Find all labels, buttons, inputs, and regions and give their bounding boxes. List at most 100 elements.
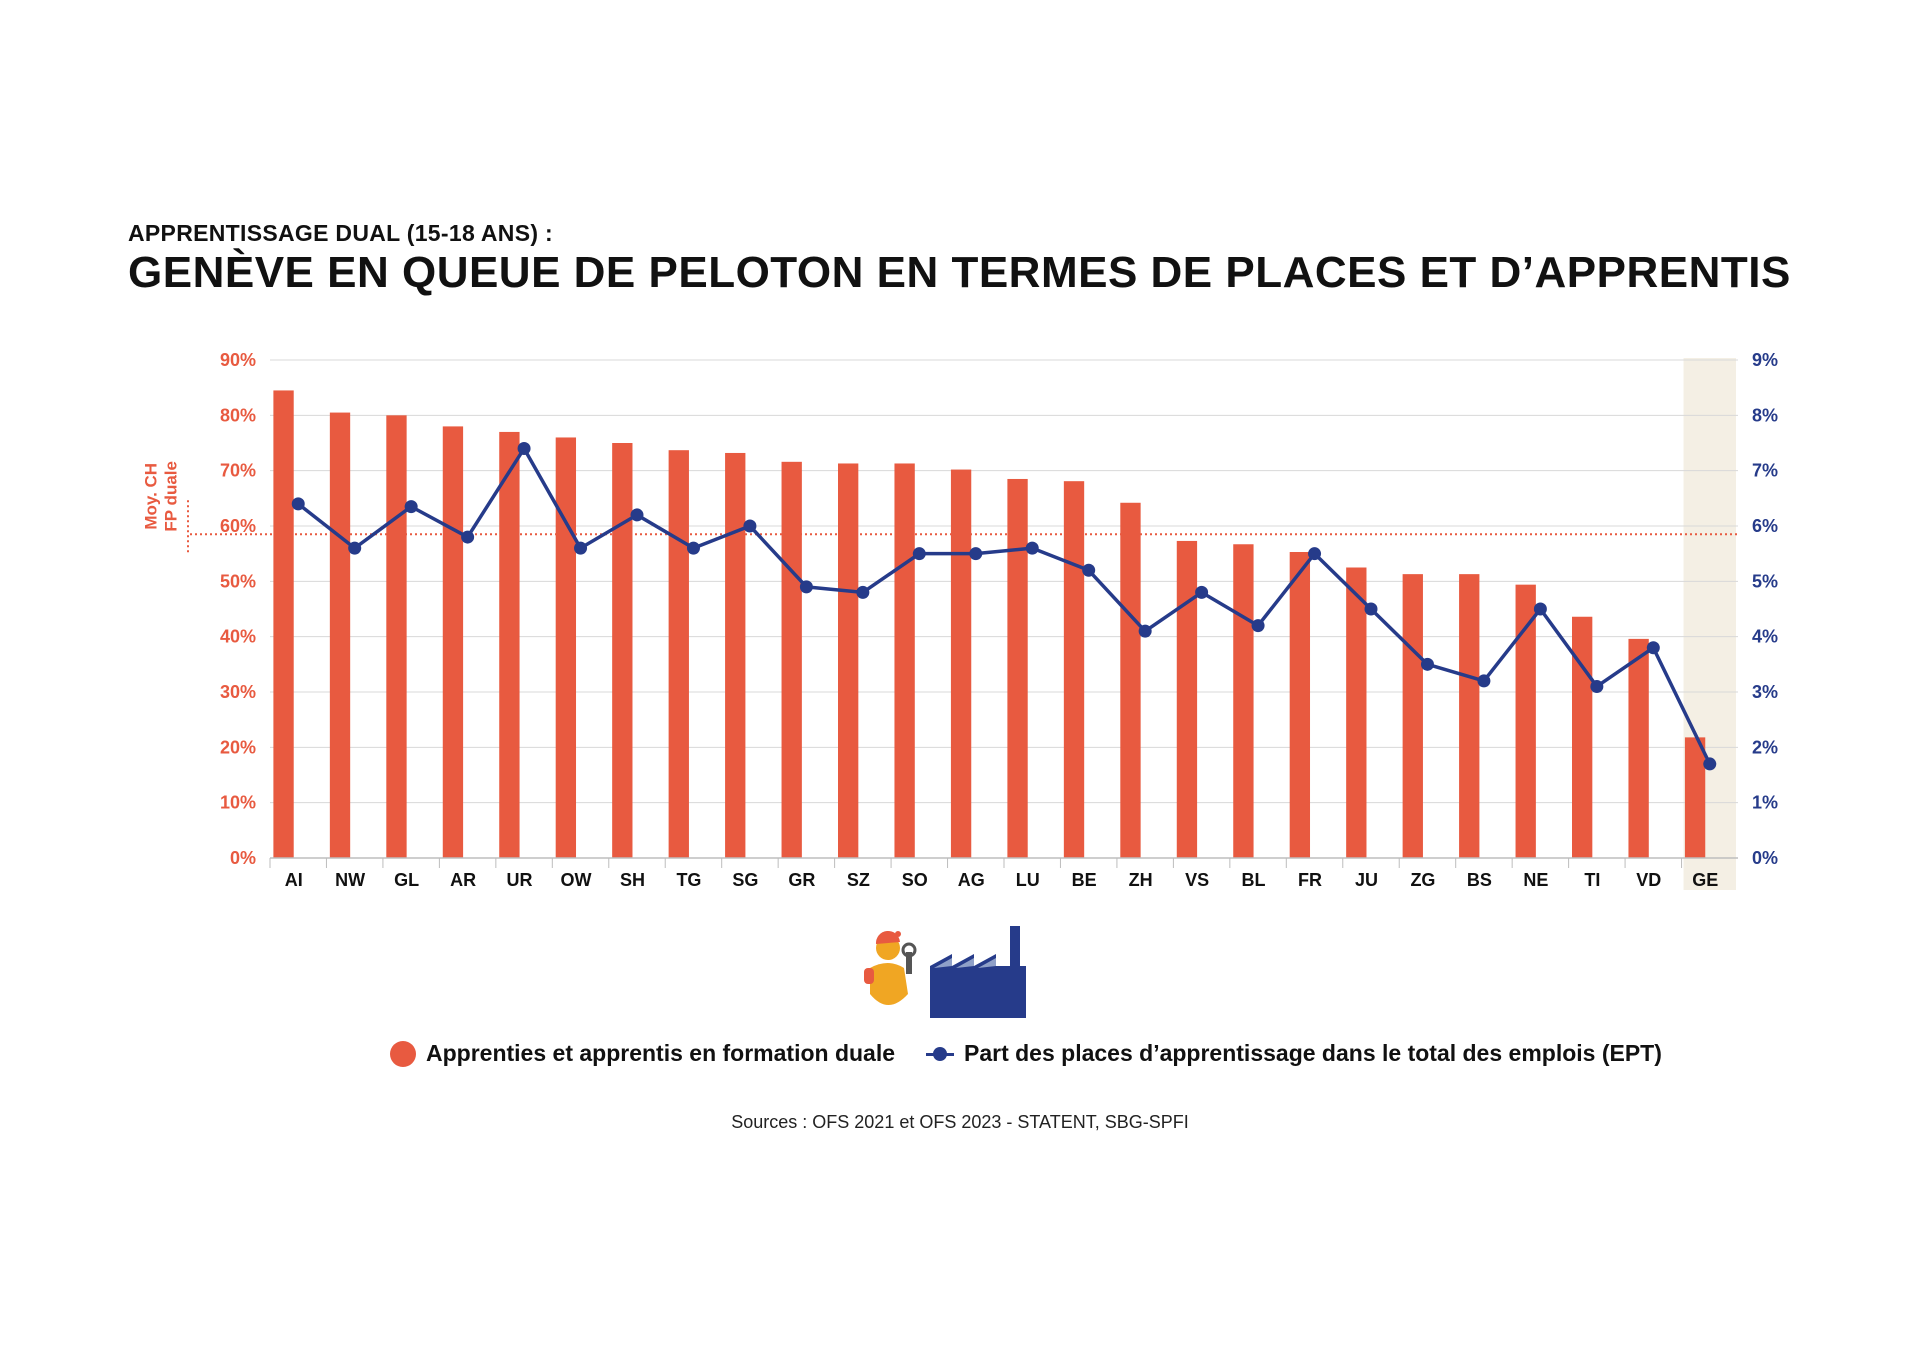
bar (781, 461, 802, 858)
line-point (969, 547, 983, 561)
chart-subtitle: APPRENTISSAGE DUAL (15-18 ANS) : (128, 220, 553, 246)
left-tick-label: 0% (230, 848, 256, 868)
legend-item-line: Part des places d’apprentissage dans le … (926, 1040, 1662, 1067)
left-tick-label: 80% (220, 405, 256, 425)
x-tick-label: BE (1072, 870, 1097, 890)
line-point (291, 497, 305, 511)
left-tick-label: 60% (220, 516, 256, 536)
right-tick-label: 8% (1752, 405, 1778, 425)
legend-line-swatch (926, 1041, 954, 1067)
left-tick-label: 50% (220, 571, 256, 591)
x-tick-label: LU (1016, 870, 1040, 890)
left-tick-label: 10% (220, 793, 256, 813)
bar (1120, 502, 1141, 858)
line-point (404, 500, 418, 514)
x-tick-label: AI (285, 870, 303, 890)
x-tick-label: BL (1242, 870, 1266, 890)
line-point (1195, 585, 1209, 599)
x-tick-label: TI (1584, 870, 1600, 890)
legend-line-label: Part des places d’apprentissage dans le … (964, 1040, 1662, 1066)
line-point (348, 541, 362, 555)
line-series (297, 446, 1712, 765)
x-tick-label: NW (335, 870, 365, 890)
line-point (1420, 657, 1434, 671)
x-tick-label: GR (788, 870, 815, 890)
bar (1628, 638, 1649, 858)
line-point (856, 585, 870, 599)
x-tick-label: NE (1523, 870, 1548, 890)
chart-title: GENÈVE EN QUEUE DE PELOTON EN TERMES DE … (128, 248, 1791, 297)
line-point (912, 547, 926, 561)
right-tick-label: 1% (1752, 793, 1778, 813)
bar (1459, 574, 1480, 858)
right-tick-label: 3% (1752, 682, 1778, 702)
bar (1007, 478, 1028, 858)
right-tick-label: 2% (1752, 737, 1778, 757)
combo-chart: 0% 10% 20% 30% 40% 50% 60% 70% 80% 90% 0% 1% 2% 3% 4% 5… (141, 350, 1778, 890)
bar (612, 443, 633, 858)
line-point (1251, 619, 1265, 633)
line-point (517, 442, 531, 456)
bar (838, 463, 859, 858)
line-point (1308, 547, 1322, 561)
bar (1176, 540, 1198, 858)
bar (329, 412, 351, 858)
apprentice-factory-illustration (864, 926, 1026, 1018)
x-tick-label: SZ (847, 870, 870, 890)
left-tick-label: 70% (220, 461, 256, 481)
x-tick-label: SO (902, 870, 928, 890)
right-tick-label: 0% (1752, 848, 1778, 868)
line-point (1533, 602, 1547, 616)
line-point (1703, 757, 1717, 771)
apprentice-icon (864, 930, 917, 1005)
bar (555, 437, 577, 858)
left-tick-label: 20% (220, 737, 256, 757)
line-point (686, 541, 700, 555)
bar (1684, 737, 1706, 858)
line-point (1082, 563, 1096, 577)
line-point (574, 541, 588, 555)
right-tick-label: 6% (1752, 516, 1778, 536)
legend-bar-label: Apprenties et apprentis en formation dua… (426, 1040, 896, 1066)
x-tick-label: ZG (1410, 870, 1435, 890)
x-tick-label: VS (1185, 870, 1209, 890)
bar (668, 450, 689, 858)
right-tick-label: 5% (1752, 571, 1778, 591)
bar (1515, 584, 1536, 858)
bar (386, 415, 407, 858)
x-tick-label: SG (732, 870, 758, 890)
x-tick-label: FR (1298, 870, 1322, 890)
x-tick-label: UR (507, 870, 533, 890)
bar (894, 463, 915, 858)
average-label-line1: Moy. CH (141, 463, 160, 530)
x-tick-label: SH (620, 870, 645, 890)
bar (1572, 616, 1593, 858)
bar (1063, 481, 1085, 858)
x-tick-label: GE (1692, 870, 1718, 890)
sources-note: Sources : OFS 2021 et OFS 2023 - STATENT… (731, 1112, 1189, 1132)
bar (725, 452, 746, 858)
bar (442, 426, 464, 858)
line-point (1477, 674, 1491, 688)
line-point (799, 580, 813, 594)
bar (273, 390, 294, 858)
legend: Apprenties et apprentis en formation dua… (0, 1040, 1920, 1076)
x-tick-label: OW (561, 870, 592, 890)
right-tick-label: 7% (1752, 461, 1778, 481)
line-point (1364, 602, 1378, 616)
legend-bar-swatch (390, 1040, 416, 1067)
x-tick-label: TG (676, 870, 701, 890)
left-tick-label: 30% (220, 682, 256, 702)
x-tick-label: BS (1467, 870, 1492, 890)
x-tick-label: AG (958, 870, 985, 890)
legend-item-bars: Apprenties et apprentis en formation dua… (390, 1040, 895, 1067)
line-point (1646, 641, 1660, 655)
line-point (630, 508, 644, 522)
line-point (1590, 679, 1604, 693)
bar (950, 469, 972, 858)
bar (1289, 552, 1311, 858)
x-tick-label: VD (1636, 870, 1661, 890)
bar (1402, 574, 1423, 858)
x-tick-label: ZH (1129, 870, 1153, 890)
x-tick-label: GL (394, 870, 419, 890)
